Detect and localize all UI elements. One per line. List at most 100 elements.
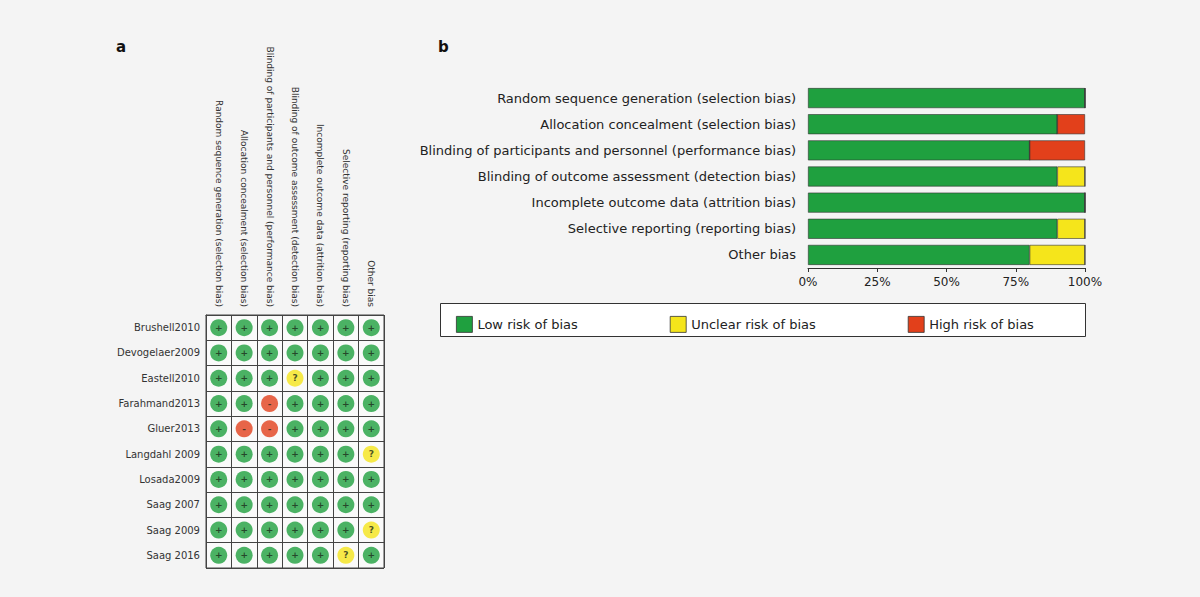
svg-text:+: +: [368, 399, 376, 409]
svg-text:Gluer2013: Gluer2013: [147, 423, 200, 434]
svg-text:+: +: [291, 550, 299, 560]
svg-text:-: -: [268, 399, 272, 409]
svg-text:+: +: [317, 323, 325, 333]
svg-text:+: +: [317, 424, 325, 434]
svg-text:Saag 2009: Saag 2009: [146, 525, 200, 536]
svg-text:+: +: [342, 323, 350, 333]
svg-text:Blinding of outcome assessment: Blinding of outcome assessment (detectio…: [478, 169, 796, 184]
svg-text:Random sequence generation (se: Random sequence generation (selection bi…: [497, 91, 796, 106]
svg-text:+: +: [317, 373, 325, 383]
svg-text:+: +: [240, 500, 248, 510]
svg-text:?: ?: [292, 373, 297, 383]
svg-text:+: +: [240, 550, 248, 560]
svg-text:+: +: [342, 525, 350, 535]
svg-text:+: +: [368, 373, 376, 383]
svg-text:+: +: [215, 500, 223, 510]
svg-text:Saag 2007: Saag 2007: [146, 499, 200, 510]
svg-text:+: +: [317, 550, 325, 560]
svg-text:Unclear risk of bias: Unclear risk of bias: [691, 317, 816, 332]
svg-text:+: +: [342, 474, 350, 484]
svg-text:+: +: [291, 474, 299, 484]
svg-text:+: +: [266, 323, 274, 333]
svg-text:Langdahl 2009: Langdahl 2009: [125, 449, 200, 460]
svg-text:Allocation concealment (select: Allocation concealment (selection bias): [239, 130, 249, 307]
svg-text:+: +: [266, 348, 274, 358]
svg-text:+: +: [342, 449, 350, 459]
svg-text:Selective reporting (reporting: Selective reporting (reporting bias): [341, 149, 351, 307]
svg-text:Saag 2016: Saag 2016: [146, 550, 200, 561]
svg-text:+: +: [291, 323, 299, 333]
svg-text:+: +: [317, 399, 325, 409]
svg-text:+: +: [368, 424, 376, 434]
svg-text:High risk of bias: High risk of bias: [929, 317, 1034, 332]
svg-text:+: +: [342, 348, 350, 358]
svg-text:+: +: [266, 373, 274, 383]
svg-text:+: +: [215, 474, 223, 484]
svg-text:+: +: [317, 474, 325, 484]
svg-text:+: +: [215, 550, 223, 560]
svg-text:+: +: [215, 323, 223, 333]
svg-text:?: ?: [343, 550, 348, 560]
svg-text:?: ?: [369, 449, 374, 459]
svg-text:Low risk of bias: Low risk of bias: [477, 317, 578, 332]
svg-text:Farahmand2013: Farahmand2013: [118, 398, 200, 409]
svg-text:+: +: [291, 424, 299, 434]
svg-text:+: +: [215, 525, 223, 535]
svg-text:+: +: [291, 399, 299, 409]
svg-text:+: +: [240, 525, 248, 535]
svg-text:+: +: [215, 373, 223, 383]
svg-text:+: +: [368, 323, 376, 333]
svg-text:+: +: [291, 348, 299, 358]
svg-text:+: +: [291, 525, 299, 535]
svg-text:-: -: [242, 424, 246, 434]
svg-text:+: +: [291, 500, 299, 510]
svg-text:a: a: [116, 38, 126, 56]
svg-text:+: +: [240, 474, 248, 484]
svg-text:Selective reporting (reporting: Selective reporting (reporting bias): [568, 221, 796, 236]
svg-text:+: +: [215, 399, 223, 409]
svg-text:75%: 75%: [1002, 275, 1029, 289]
svg-text:+: +: [342, 373, 350, 383]
svg-text:+: +: [215, 348, 223, 358]
svg-text:+: +: [342, 500, 350, 510]
svg-text:Random sequence generation (se: Random sequence generation (selection bi…: [214, 100, 224, 307]
svg-text:Other bias: Other bias: [728, 247, 796, 262]
svg-text:+: +: [240, 449, 248, 459]
svg-text:+: +: [368, 348, 376, 358]
svg-text:+: +: [368, 474, 376, 484]
svg-text:25%: 25%: [864, 275, 891, 289]
svg-text:Blinding of participants and p: Blinding of participants and personnel (…: [420, 143, 796, 158]
svg-text:+: +: [240, 373, 248, 383]
svg-text:+: +: [368, 500, 376, 510]
svg-text:Blinding of outcome assessment: Blinding of outcome assessment (detectio…: [290, 87, 300, 307]
svg-text:-: -: [268, 424, 272, 434]
svg-text:+: +: [240, 323, 248, 333]
svg-text:+: +: [317, 348, 325, 358]
svg-text:+: +: [342, 424, 350, 434]
svg-text:+: +: [291, 449, 299, 459]
svg-text:+: +: [266, 449, 274, 459]
svg-text:Blinding of participants and p: Blinding of participants and personnel (…: [265, 46, 275, 307]
svg-text:+: +: [317, 449, 325, 459]
svg-text:Incomplete outcome data (attri: Incomplete outcome data (attrition bias): [315, 124, 325, 307]
svg-text:+: +: [240, 348, 248, 358]
svg-text:+: +: [266, 525, 274, 535]
svg-text:+: +: [317, 500, 325, 510]
svg-text:+: +: [342, 399, 350, 409]
svg-text:Allocation concealment (select: Allocation concealment (selection bias): [540, 117, 796, 132]
svg-text:+: +: [240, 399, 248, 409]
svg-text:Other bias: Other bias: [366, 260, 376, 307]
svg-text:+: +: [215, 424, 223, 434]
svg-text:+: +: [266, 474, 274, 484]
svg-text:+: +: [215, 449, 223, 459]
svg-text:Brushell2010: Brushell2010: [134, 322, 200, 333]
svg-text:Eastell2010: Eastell2010: [141, 373, 200, 384]
svg-text:+: +: [266, 500, 274, 510]
svg-text:b: b: [438, 38, 449, 56]
svg-text:+: +: [317, 525, 325, 535]
svg-text:Incomplete outcome data (attri: Incomplete outcome data (attrition bias): [532, 195, 796, 210]
svg-text:0%: 0%: [798, 275, 817, 289]
svg-text:Losada2009: Losada2009: [139, 474, 200, 485]
svg-text:100%: 100%: [1068, 275, 1102, 289]
svg-text:Devogelaer2009: Devogelaer2009: [117, 347, 200, 358]
